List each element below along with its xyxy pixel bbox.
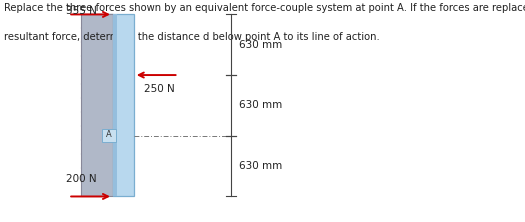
Text: 250 N: 250 N	[143, 84, 174, 94]
Bar	[113, 14, 117, 196]
Text: 355 N: 355 N	[66, 6, 97, 16]
Bar	[113, 14, 134, 196]
Text: 630 mm: 630 mm	[239, 40, 282, 50]
Text: resultant force, determine the distance d below point A to its line of action.: resultant force, determine the distance …	[4, 32, 380, 42]
Bar	[102, 129, 116, 142]
Text: 630 mm: 630 mm	[239, 161, 282, 171]
Text: 200 N: 200 N	[66, 174, 96, 184]
Text: A: A	[106, 130, 112, 139]
Text: Replace the three forces shown by an equivalent force-couple system at point A. : Replace the three forces shown by an equ…	[4, 3, 525, 13]
Text: 630 mm: 630 mm	[239, 100, 282, 111]
Bar	[81, 14, 113, 196]
